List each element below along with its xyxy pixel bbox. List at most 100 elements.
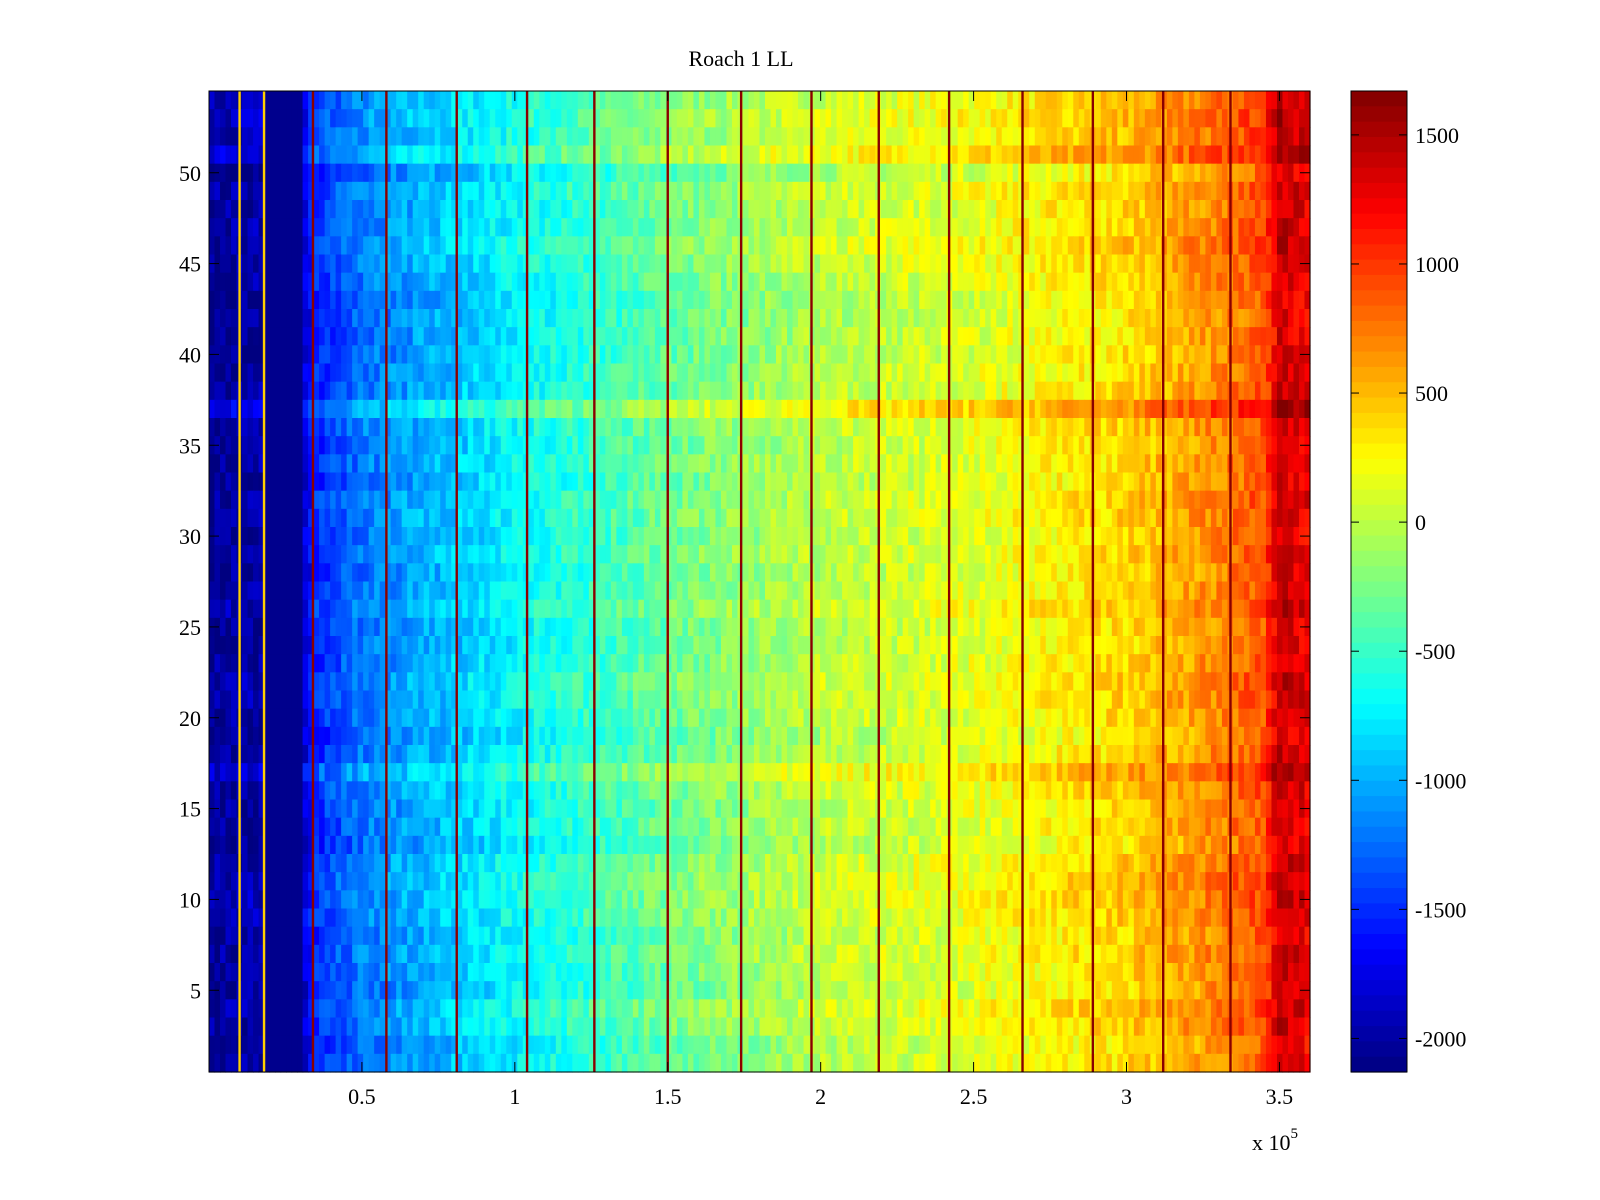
heatmap-cell — [363, 290, 370, 310]
heatmap-cell — [941, 454, 948, 474]
heatmap-cell — [1056, 218, 1063, 237]
heatmap-cell — [368, 418, 375, 437]
heatmap-cell — [291, 363, 298, 383]
heatmap-cell — [638, 91, 645, 110]
heatmap-cell — [231, 490, 238, 510]
heatmap-cell — [1133, 472, 1140, 492]
heatmap-cell — [214, 236, 221, 256]
heatmap-cell — [864, 109, 871, 128]
heatmap-cell — [1122, 399, 1129, 419]
heatmap-cell — [511, 363, 518, 383]
heatmap-cell — [1111, 363, 1118, 383]
heatmap-cell — [831, 418, 838, 437]
heatmap-cell — [952, 272, 959, 292]
heatmap-cell — [401, 418, 408, 437]
heatmap-cell — [247, 181, 254, 201]
heatmap-cell — [1111, 127, 1118, 147]
heatmap-cell — [996, 163, 1003, 183]
heatmap-cell — [231, 399, 238, 419]
heatmap-cell — [1084, 236, 1091, 256]
heatmap-cell — [720, 527, 728, 546]
heatmap-cell — [924, 454, 931, 474]
heatmap-cell — [979, 363, 986, 383]
heatmap-cell — [941, 327, 948, 346]
heatmap-cell — [1150, 399, 1157, 419]
heatmap-cell — [390, 399, 397, 419]
heatmap-cell — [1249, 527, 1256, 546]
heatmap-cell — [1029, 327, 1036, 346]
heatmap-cell — [544, 236, 551, 256]
heatmap-cell — [632, 381, 639, 401]
heatmap-cell — [209, 109, 216, 128]
heatmap-cell — [434, 508, 441, 528]
heatmap-cell — [1254, 200, 1262, 219]
heatmap-cell — [853, 508, 860, 528]
heatmap-cell — [649, 454, 656, 474]
heatmap-cell — [1221, 327, 1229, 346]
heatmap-cell — [1254, 327, 1262, 346]
heatmap-cell — [346, 454, 353, 474]
heatmap-cell — [511, 436, 518, 455]
heatmap-cell — [709, 327, 717, 346]
heatmap-cell — [423, 218, 430, 237]
heatmap-cell — [1276, 327, 1284, 346]
heatmap-cell — [709, 454, 717, 474]
heatmap-cell — [522, 145, 529, 165]
heatmap-cell — [1166, 145, 1173, 165]
heatmap-cell — [390, 181, 397, 201]
heatmap-cell — [1073, 181, 1080, 201]
heatmap-cell — [434, 236, 441, 256]
heatmap-cell — [1293, 381, 1300, 401]
heatmap-cell — [1012, 163, 1019, 183]
heatmap-cell — [913, 181, 920, 201]
heatmap-cell — [864, 309, 871, 328]
heatmap-cell — [1298, 200, 1306, 219]
heatmap-cell — [1287, 163, 1295, 183]
heatmap-cell — [1282, 363, 1289, 383]
heatmap-cell — [1177, 381, 1184, 401]
heatmap-cell — [979, 236, 986, 256]
heatmap-cell — [831, 363, 838, 383]
heatmap-cell — [963, 363, 970, 383]
heatmap-cell — [847, 236, 854, 256]
heatmap-cell — [820, 254, 827, 274]
heatmap-cell — [1188, 309, 1195, 328]
heatmap-cell — [1078, 200, 1085, 219]
heatmap-cell — [665, 399, 673, 419]
heatmap-cell — [621, 327, 628, 346]
heatmap-cell — [225, 418, 232, 437]
heatmap-cell — [770, 381, 777, 401]
heatmap-cell — [1117, 399, 1124, 419]
heatmap-cell — [1172, 236, 1179, 256]
heatmap-cell — [858, 309, 865, 328]
heatmap-cell — [407, 218, 414, 237]
heatmap-cell — [445, 254, 452, 274]
heatmap-cell — [990, 163, 997, 183]
heatmap-cell — [605, 527, 612, 546]
heatmap-cell — [324, 200, 331, 219]
heatmap-cell — [1084, 218, 1091, 237]
heatmap-cell — [297, 290, 304, 310]
heatmap-cell — [1062, 218, 1069, 237]
heatmap-cell — [616, 418, 623, 437]
heatmap-cell — [957, 200, 964, 219]
heatmap-cell — [231, 200, 238, 219]
heatmap-cell — [902, 181, 909, 201]
heatmap-cell — [566, 163, 573, 183]
heatmap-cell — [671, 327, 678, 346]
heatmap-cell — [919, 272, 926, 292]
heatmap-cell — [886, 381, 893, 401]
heatmap-cell — [445, 163, 452, 183]
heatmap-cell — [1062, 290, 1069, 310]
heatmap-cell — [891, 290, 898, 310]
heatmap-cell — [787, 254, 794, 274]
heatmap-cell — [643, 472, 650, 492]
heatmap-cell — [660, 200, 667, 219]
heatmap-cell — [1012, 145, 1019, 165]
heatmap-cell — [214, 418, 221, 437]
heatmap-cell — [1188, 381, 1195, 401]
heatmap-cell — [1095, 327, 1102, 346]
heatmap-cell — [1001, 363, 1008, 383]
heatmap-cell — [825, 327, 832, 346]
heatmap-cell — [253, 399, 260, 419]
